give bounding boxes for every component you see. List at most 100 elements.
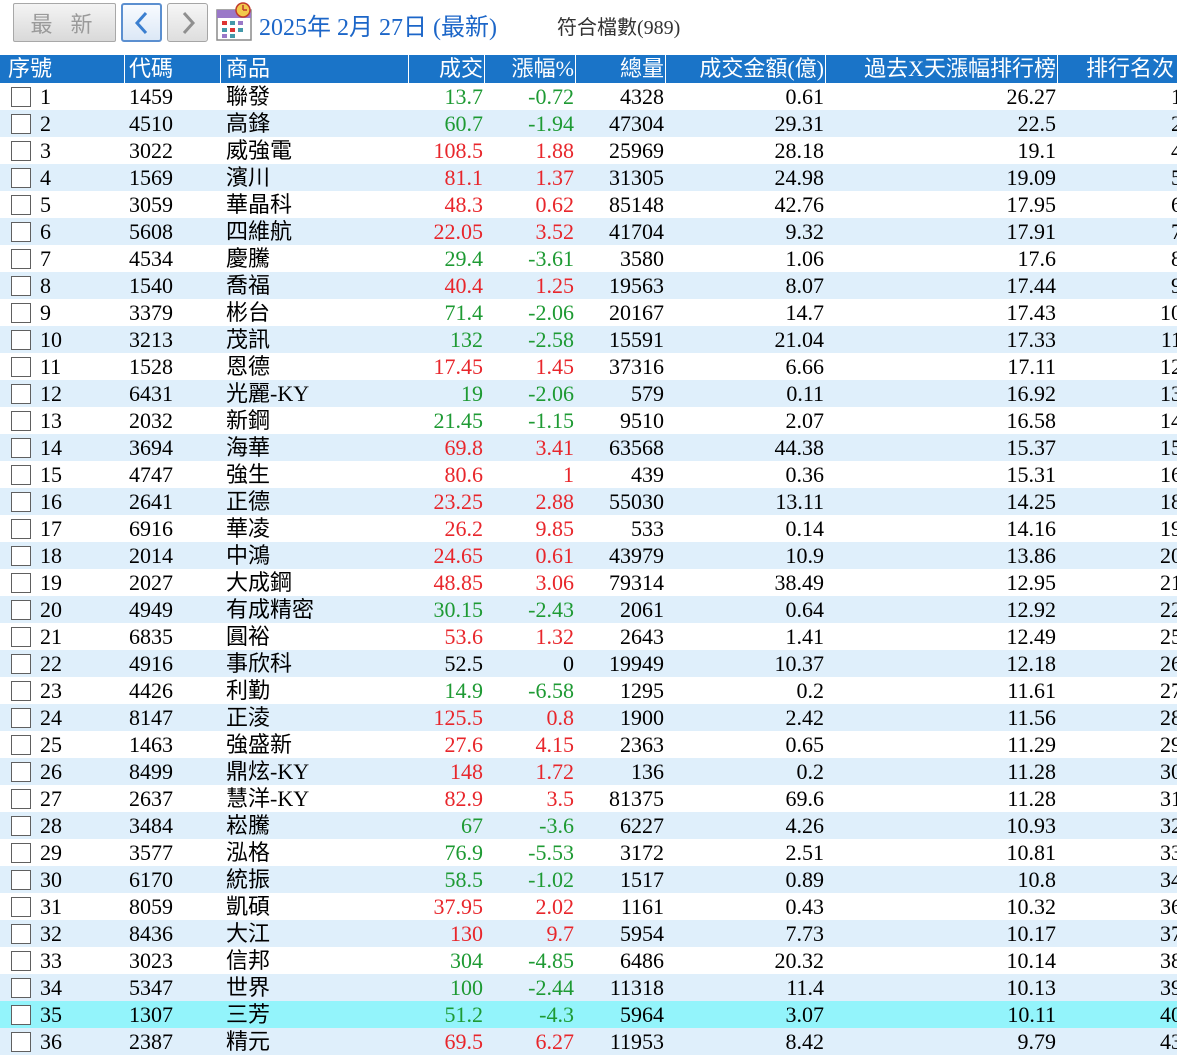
header-volume[interactable]: 總量 bbox=[619, 56, 664, 81]
next-day-button[interactable] bbox=[167, 3, 208, 42]
cell-price: 21.45 bbox=[433, 408, 484, 433]
table-row[interactable]: 9 3379 彬台 71.4 -2.06 20167 14.7 17.43 10 bbox=[0, 299, 1177, 326]
table-row[interactable]: 6 5608 四維航 22.05 3.52 41704 9.32 17.91 7 bbox=[0, 218, 1177, 245]
table-row[interactable]: 11 1528 恩德 17.45 1.45 37316 6.66 17.11 12 bbox=[0, 353, 1177, 380]
table-row[interactable]: 24 8147 正淩 125.5 0.8 1900 2.42 11.56 28 bbox=[0, 704, 1177, 731]
header-divider[interactable] bbox=[1057, 55, 1058, 83]
row-checkbox[interactable] bbox=[11, 816, 31, 836]
table-row[interactable]: 28 3484 崧騰 67 -3.6 6227 4.26 10.93 32 bbox=[0, 812, 1177, 839]
row-checkbox[interactable] bbox=[11, 951, 31, 971]
table-row[interactable]: 23 4426 利勤 14.9 -6.58 1295 0.2 11.61 27 bbox=[0, 677, 1177, 704]
table-row[interactable]: 13 2032 新鋼 21.45 -1.15 9510 2.07 16.58 14 bbox=[0, 407, 1177, 434]
header-price[interactable]: 成交 bbox=[438, 56, 483, 81]
table-row[interactable]: 31 8059 凱碩 37.95 2.02 1161 0.43 10.32 36 bbox=[0, 893, 1177, 920]
row-checkbox[interactable] bbox=[11, 465, 31, 485]
header-divider[interactable] bbox=[408, 55, 409, 83]
cell-xday-rank: 10.32 bbox=[1006, 894, 1057, 919]
row-checkbox[interactable] bbox=[11, 924, 31, 944]
table-row[interactable]: 8 1540 喬福 40.4 1.25 19563 8.07 17.44 9 bbox=[0, 272, 1177, 299]
row-checkbox[interactable] bbox=[11, 1005, 31, 1025]
table-row[interactable]: 33 3023 信邦 304 -4.85 6486 20.32 10.14 38 bbox=[0, 947, 1177, 974]
row-checkbox[interactable] bbox=[11, 843, 31, 863]
row-checkbox[interactable] bbox=[11, 573, 31, 593]
header-divider[interactable] bbox=[124, 55, 125, 83]
table-row[interactable]: 15 4747 強生 80.6 1 439 0.36 15.31 16 bbox=[0, 461, 1177, 488]
table-row[interactable]: 10 3213 茂訊 132 -2.58 15591 21.04 17.33 11 bbox=[0, 326, 1177, 353]
table-row[interactable]: 16 2641 正德 23.25 2.88 55030 13.11 14.25 18 bbox=[0, 488, 1177, 515]
table-row[interactable]: 14 3694 海華 69.8 3.41 63568 44.38 15.37 15 bbox=[0, 434, 1177, 461]
row-checkbox[interactable] bbox=[11, 789, 31, 809]
table-row[interactable]: 35 1307 三芳 51.2 -4.3 5964 3.07 10.11 40 bbox=[0, 1001, 1177, 1028]
row-checkbox[interactable] bbox=[11, 546, 31, 566]
row-checkbox[interactable] bbox=[11, 330, 31, 350]
row-checkbox[interactable] bbox=[11, 384, 31, 404]
row-checkbox[interactable] bbox=[11, 141, 31, 161]
row-checkbox[interactable] bbox=[11, 600, 31, 620]
table-row[interactable]: 19 2027 大成鋼 48.85 3.06 79314 38.49 12.95 21 bbox=[0, 569, 1177, 596]
row-checkbox[interactable] bbox=[11, 627, 31, 647]
table-row[interactable]: 7 4534 慶騰 29.4 -3.61 3580 1.06 17.6 8 bbox=[0, 245, 1177, 272]
table-row[interactable]: 5 3059 華晶科 48.3 0.62 85148 42.76 17.95 6 bbox=[0, 191, 1177, 218]
header-seq[interactable]: 序號 bbox=[8, 56, 53, 81]
row-checkbox[interactable] bbox=[11, 195, 31, 215]
table-row[interactable]: 22 4916 事欣科 52.5 0 19949 10.37 12.18 26 bbox=[0, 650, 1177, 677]
row-checkbox[interactable] bbox=[11, 114, 31, 134]
table-row[interactable]: 25 1463 強盛新 27.6 4.15 2363 0.65 11.29 29 bbox=[0, 731, 1177, 758]
cell-name: 有成精密 bbox=[226, 597, 315, 622]
table-row[interactable]: 36 2387 精元 69.5 6.27 11953 8.42 9.79 43 bbox=[0, 1028, 1177, 1055]
previous-day-button[interactable] bbox=[121, 3, 162, 42]
row-checkbox[interactable] bbox=[11, 978, 31, 998]
table-row[interactable]: 12 6431 光麗-KY 19 -2.06 579 0.11 16.92 13 bbox=[0, 380, 1177, 407]
table-row[interactable]: 30 6170 統振 58.5 -1.02 1517 0.89 10.8 34 bbox=[0, 866, 1177, 893]
table-row[interactable]: 2 4510 高鋒 60.7 -1.94 47304 29.31 22.5 2 bbox=[0, 110, 1177, 137]
table-row[interactable]: 32 8436 大江 130 9.7 5954 7.73 10.17 37 bbox=[0, 920, 1177, 947]
row-checkbox[interactable] bbox=[11, 654, 31, 674]
header-divider[interactable] bbox=[665, 55, 666, 83]
row-checkbox[interactable] bbox=[11, 276, 31, 296]
cell-xday-rank: 11.29 bbox=[1007, 732, 1056, 757]
row-checkbox[interactable] bbox=[11, 303, 31, 323]
cell-code: 4426 bbox=[129, 678, 173, 703]
header-divider[interactable] bbox=[575, 55, 576, 83]
header-rank-position[interactable]: 排行名次 bbox=[1085, 56, 1174, 81]
row-checkbox[interactable] bbox=[11, 519, 31, 539]
table-row[interactable]: 21 6835 圓裕 53.6 1.32 2643 1.41 12.49 25 bbox=[0, 623, 1177, 650]
row-checkbox[interactable] bbox=[11, 708, 31, 728]
table-row[interactable]: 18 2014 中鴻 24.65 0.61 43979 10.9 13.86 20 bbox=[0, 542, 1177, 569]
table-row[interactable]: 27 2637 慧洋-KY 82.9 3.5 81375 69.6 11.28 31 bbox=[0, 785, 1177, 812]
table-row[interactable]: 20 4949 有成精密 30.15 -2.43 2061 0.64 12.92 22 bbox=[0, 596, 1177, 623]
table-row[interactable]: 4 1569 濱川 81.1 1.37 31305 24.98 19.09 5 bbox=[0, 164, 1177, 191]
row-checkbox[interactable] bbox=[11, 357, 31, 377]
row-checkbox[interactable] bbox=[11, 438, 31, 458]
header-divider[interactable] bbox=[220, 55, 221, 83]
row-checkbox[interactable] bbox=[11, 411, 31, 431]
table-row[interactable]: 17 6916 華凌 26.2 9.85 533 0.14 14.16 19 bbox=[0, 515, 1177, 542]
table-row[interactable]: 3 3022 威強電 108.5 1.88 25969 28.18 19.1 4 bbox=[0, 137, 1177, 164]
row-checkbox[interactable] bbox=[11, 735, 31, 755]
table-row[interactable]: 34 5347 世界 100 -2.44 11318 11.4 10.13 39 bbox=[0, 974, 1177, 1001]
header-xday-rank[interactable]: 過去X天漲幅排行榜 bbox=[864, 56, 1056, 81]
row-checkbox[interactable] bbox=[11, 492, 31, 512]
row-checkbox[interactable] bbox=[11, 762, 31, 782]
cell-price: 48.85 bbox=[433, 570, 484, 595]
row-checkbox[interactable] bbox=[11, 897, 31, 917]
row-checkbox[interactable] bbox=[11, 249, 31, 269]
table-row[interactable]: 26 8499 鼎炫-KY 148 1.72 136 0.2 11.28 30 bbox=[0, 758, 1177, 785]
header-amount[interactable]: 成交金額(億) bbox=[699, 56, 824, 81]
row-checkbox[interactable] bbox=[11, 222, 31, 242]
header-divider[interactable] bbox=[825, 55, 826, 83]
header-divider[interactable] bbox=[484, 55, 485, 83]
row-checkbox[interactable] bbox=[11, 870, 31, 890]
row-checkbox[interactable] bbox=[11, 87, 31, 107]
row-checkbox[interactable] bbox=[11, 168, 31, 188]
calendar-icon[interactable] bbox=[213, 2, 254, 42]
header-name[interactable]: 商品 bbox=[226, 56, 271, 81]
header-code[interactable]: 代碼 bbox=[129, 56, 174, 81]
row-checkbox[interactable] bbox=[11, 1032, 31, 1052]
table-row[interactable]: 29 3577 泓格 76.9 -5.53 3172 2.51 10.81 33 bbox=[0, 839, 1177, 866]
latest-button[interactable]: 最 新 bbox=[13, 3, 116, 42]
cell-price: 48.3 bbox=[444, 192, 484, 217]
table-row[interactable]: 1 1459 聯發 13.7 -0.72 4328 0.61 26.27 1 bbox=[0, 83, 1177, 110]
row-checkbox[interactable] bbox=[11, 681, 31, 701]
header-change[interactable]: 漲幅% bbox=[511, 56, 574, 81]
